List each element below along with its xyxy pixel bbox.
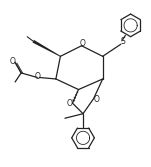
Text: O: O xyxy=(10,57,16,66)
Text: O: O xyxy=(67,99,72,108)
Text: S: S xyxy=(121,37,125,46)
Text: O: O xyxy=(34,72,40,81)
Text: O: O xyxy=(94,95,100,104)
Text: O: O xyxy=(79,39,85,48)
Polygon shape xyxy=(32,40,61,57)
